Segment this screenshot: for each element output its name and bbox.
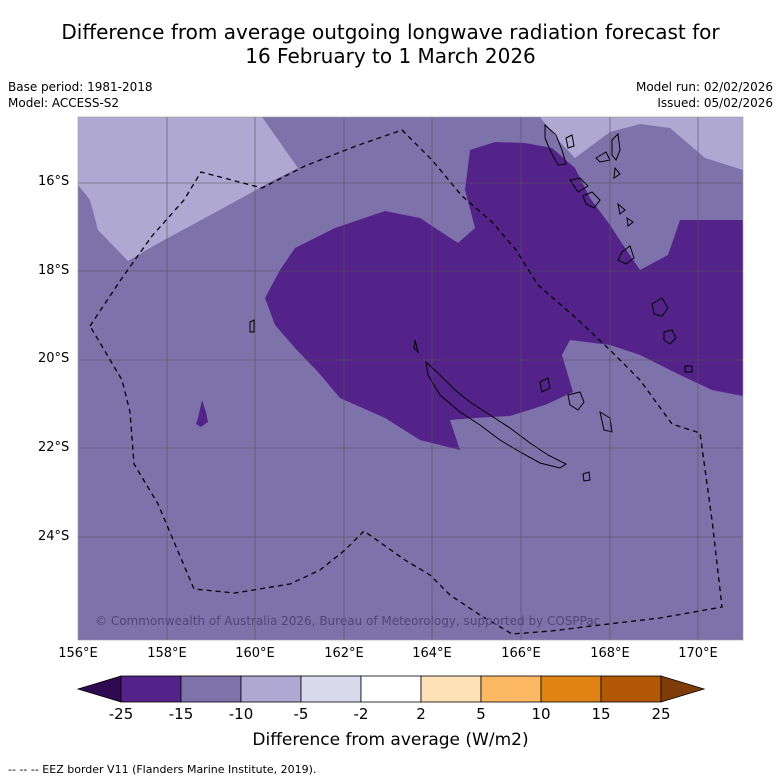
colorbar-title: Difference from average (W/m2) [252,730,529,750]
colorbar-swatch-5 [360,675,422,703]
colorbar-swatch-8 [540,675,602,703]
colorbar-swatch-2 [180,675,242,703]
colorbar [76,675,706,703]
colorbar-tick-label: -2 [353,705,369,723]
model-run: Model run: 02/02/2026 [635,80,773,94]
colorbar-tick-label: 25 [651,705,671,723]
eez-footnote: -- -- -- EEZ border V11 (Flanders Marine… [8,763,317,776]
coastlines [249,123,693,482]
lat-label-16s: 16°S [38,174,70,189]
colorbar-tick-label: 5 [476,705,486,723]
anomaly-field [78,117,743,640]
colorbar-swatch-9 [600,675,662,703]
lon-label-164e: 164°E [412,646,452,661]
band-minus5-to-minus10-west [78,117,298,261]
lat-label-20s: 20°S [38,351,70,366]
colorbar-high-extend [660,675,706,703]
model-name: Model: ACCESS-S2 [8,96,120,110]
colorbar-swatch-6 [420,675,482,703]
colorbar-swatch-7 [480,675,542,703]
colorbar-tick-label: -10 [228,705,254,723]
lon-label-160e: 160°E [235,646,275,661]
copyright-notice: © Commonwealth of Australia 2026, Bureau… [95,614,601,628]
colorbar-tick-label: 2 [416,705,426,723]
lon-label-162e: 162°E [324,646,364,661]
eez-border [89,129,723,635]
colorbar-tick-label: -15 [168,705,194,723]
band-minus15-patch [196,400,208,427]
lon-label-168e: 168°E [590,646,630,661]
colorbar-swatch-4 [300,675,362,703]
map-frame [77,116,744,641]
graticule [78,117,743,640]
colorbar-tick-label: 10 [531,705,551,723]
colorbar-swatch-3 [240,675,302,703]
colorbar-low-extend [76,675,122,703]
lon-label-166e: 166°E [501,646,541,661]
band-minus15-to-minus25 [265,142,743,450]
map-title-line-2: 16 February to 1 March 2026 [245,44,536,68]
lat-label-22s: 22°S [38,440,70,455]
map-title-line-1: Difference from average outgoing longwav… [61,20,720,44]
colorbar-tick-label: 15 [591,705,611,723]
lon-label-156e: 156°E [58,646,98,661]
band-minus5-to-minus10-east [540,117,743,170]
lon-label-158e: 158°E [147,646,187,661]
lat-label-24s: 24°S [38,529,70,544]
colorbar-swatch-1 [120,675,182,703]
colorbar-tick-label: -25 [108,705,134,723]
lat-label-18s: 18°S [38,263,70,278]
base-period: Base period: 1981-2018 [8,80,153,94]
colorbar-tick-label: -5 [293,705,309,723]
lon-label-170e: 170°E [678,646,718,661]
issued-date: Issued: 05/02/2026 [657,96,773,110]
